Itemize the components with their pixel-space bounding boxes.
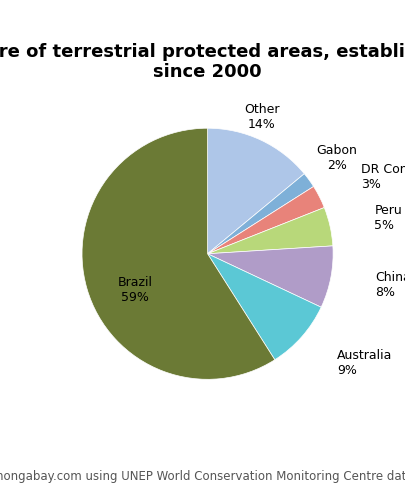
Text: Peru
5%: Peru 5% xyxy=(374,203,402,232)
Wedge shape xyxy=(207,174,313,254)
Text: China
8%: China 8% xyxy=(375,271,405,299)
Text: Brazil
59%: Brazil 59% xyxy=(118,276,153,304)
Text: Australia
9%: Australia 9% xyxy=(337,349,392,377)
Text: Gabon
2%: Gabon 2% xyxy=(317,144,358,172)
Text: Other
14%: Other 14% xyxy=(244,103,279,131)
Text: mongabay.com using UNEP World Conservation Monitoring Centre data: mongabay.com using UNEP World Conservati… xyxy=(0,470,405,483)
Wedge shape xyxy=(207,246,333,307)
Text: DR Congo
3%: DR Congo 3% xyxy=(361,163,405,191)
Wedge shape xyxy=(207,186,324,254)
Wedge shape xyxy=(82,128,275,379)
Wedge shape xyxy=(207,128,304,254)
Wedge shape xyxy=(207,254,321,360)
Title: Share of terrestrial protected areas, established
since 2000: Share of terrestrial protected areas, es… xyxy=(0,42,405,81)
Wedge shape xyxy=(207,207,333,254)
